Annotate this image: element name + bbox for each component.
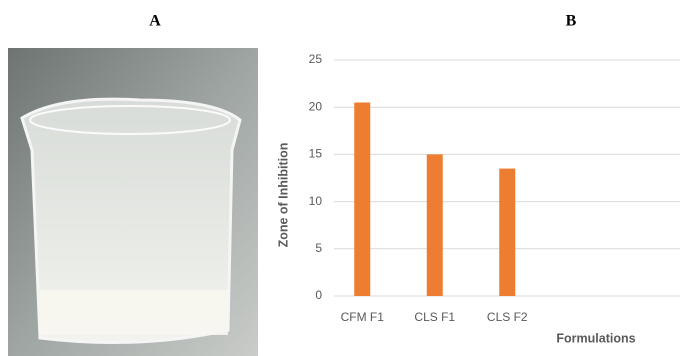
y-axis-title: Zone of Inhibition	[276, 143, 290, 248]
plot: 0 5 10 15 20 25 CFM F1 CLS F1 CLS F2	[309, 52, 680, 324]
x-tick-label: CLS F1	[414, 310, 455, 324]
y-tick-label: 5	[315, 241, 322, 255]
panel-label: B	[566, 13, 577, 30]
bar	[499, 169, 515, 296]
figure: A B Zone of Inhibition Formulations 0 5 10…	[0, 0, 681, 356]
x-tick-label: CFM F1	[341, 310, 385, 324]
bar	[427, 154, 443, 296]
y-tick-label: 25	[309, 52, 323, 66]
photo	[8, 48, 258, 356]
y-tick-label: 15	[309, 147, 323, 161]
x-axis-title: Formulations	[556, 331, 635, 345]
x-tick-label: CLS F2	[487, 310, 528, 324]
y-tick-label: 20	[309, 99, 323, 113]
y-tick-label: 0	[315, 288, 322, 302]
y-tick-label: 10	[309, 194, 323, 208]
bar	[354, 102, 370, 296]
panel-label: A	[149, 13, 161, 30]
